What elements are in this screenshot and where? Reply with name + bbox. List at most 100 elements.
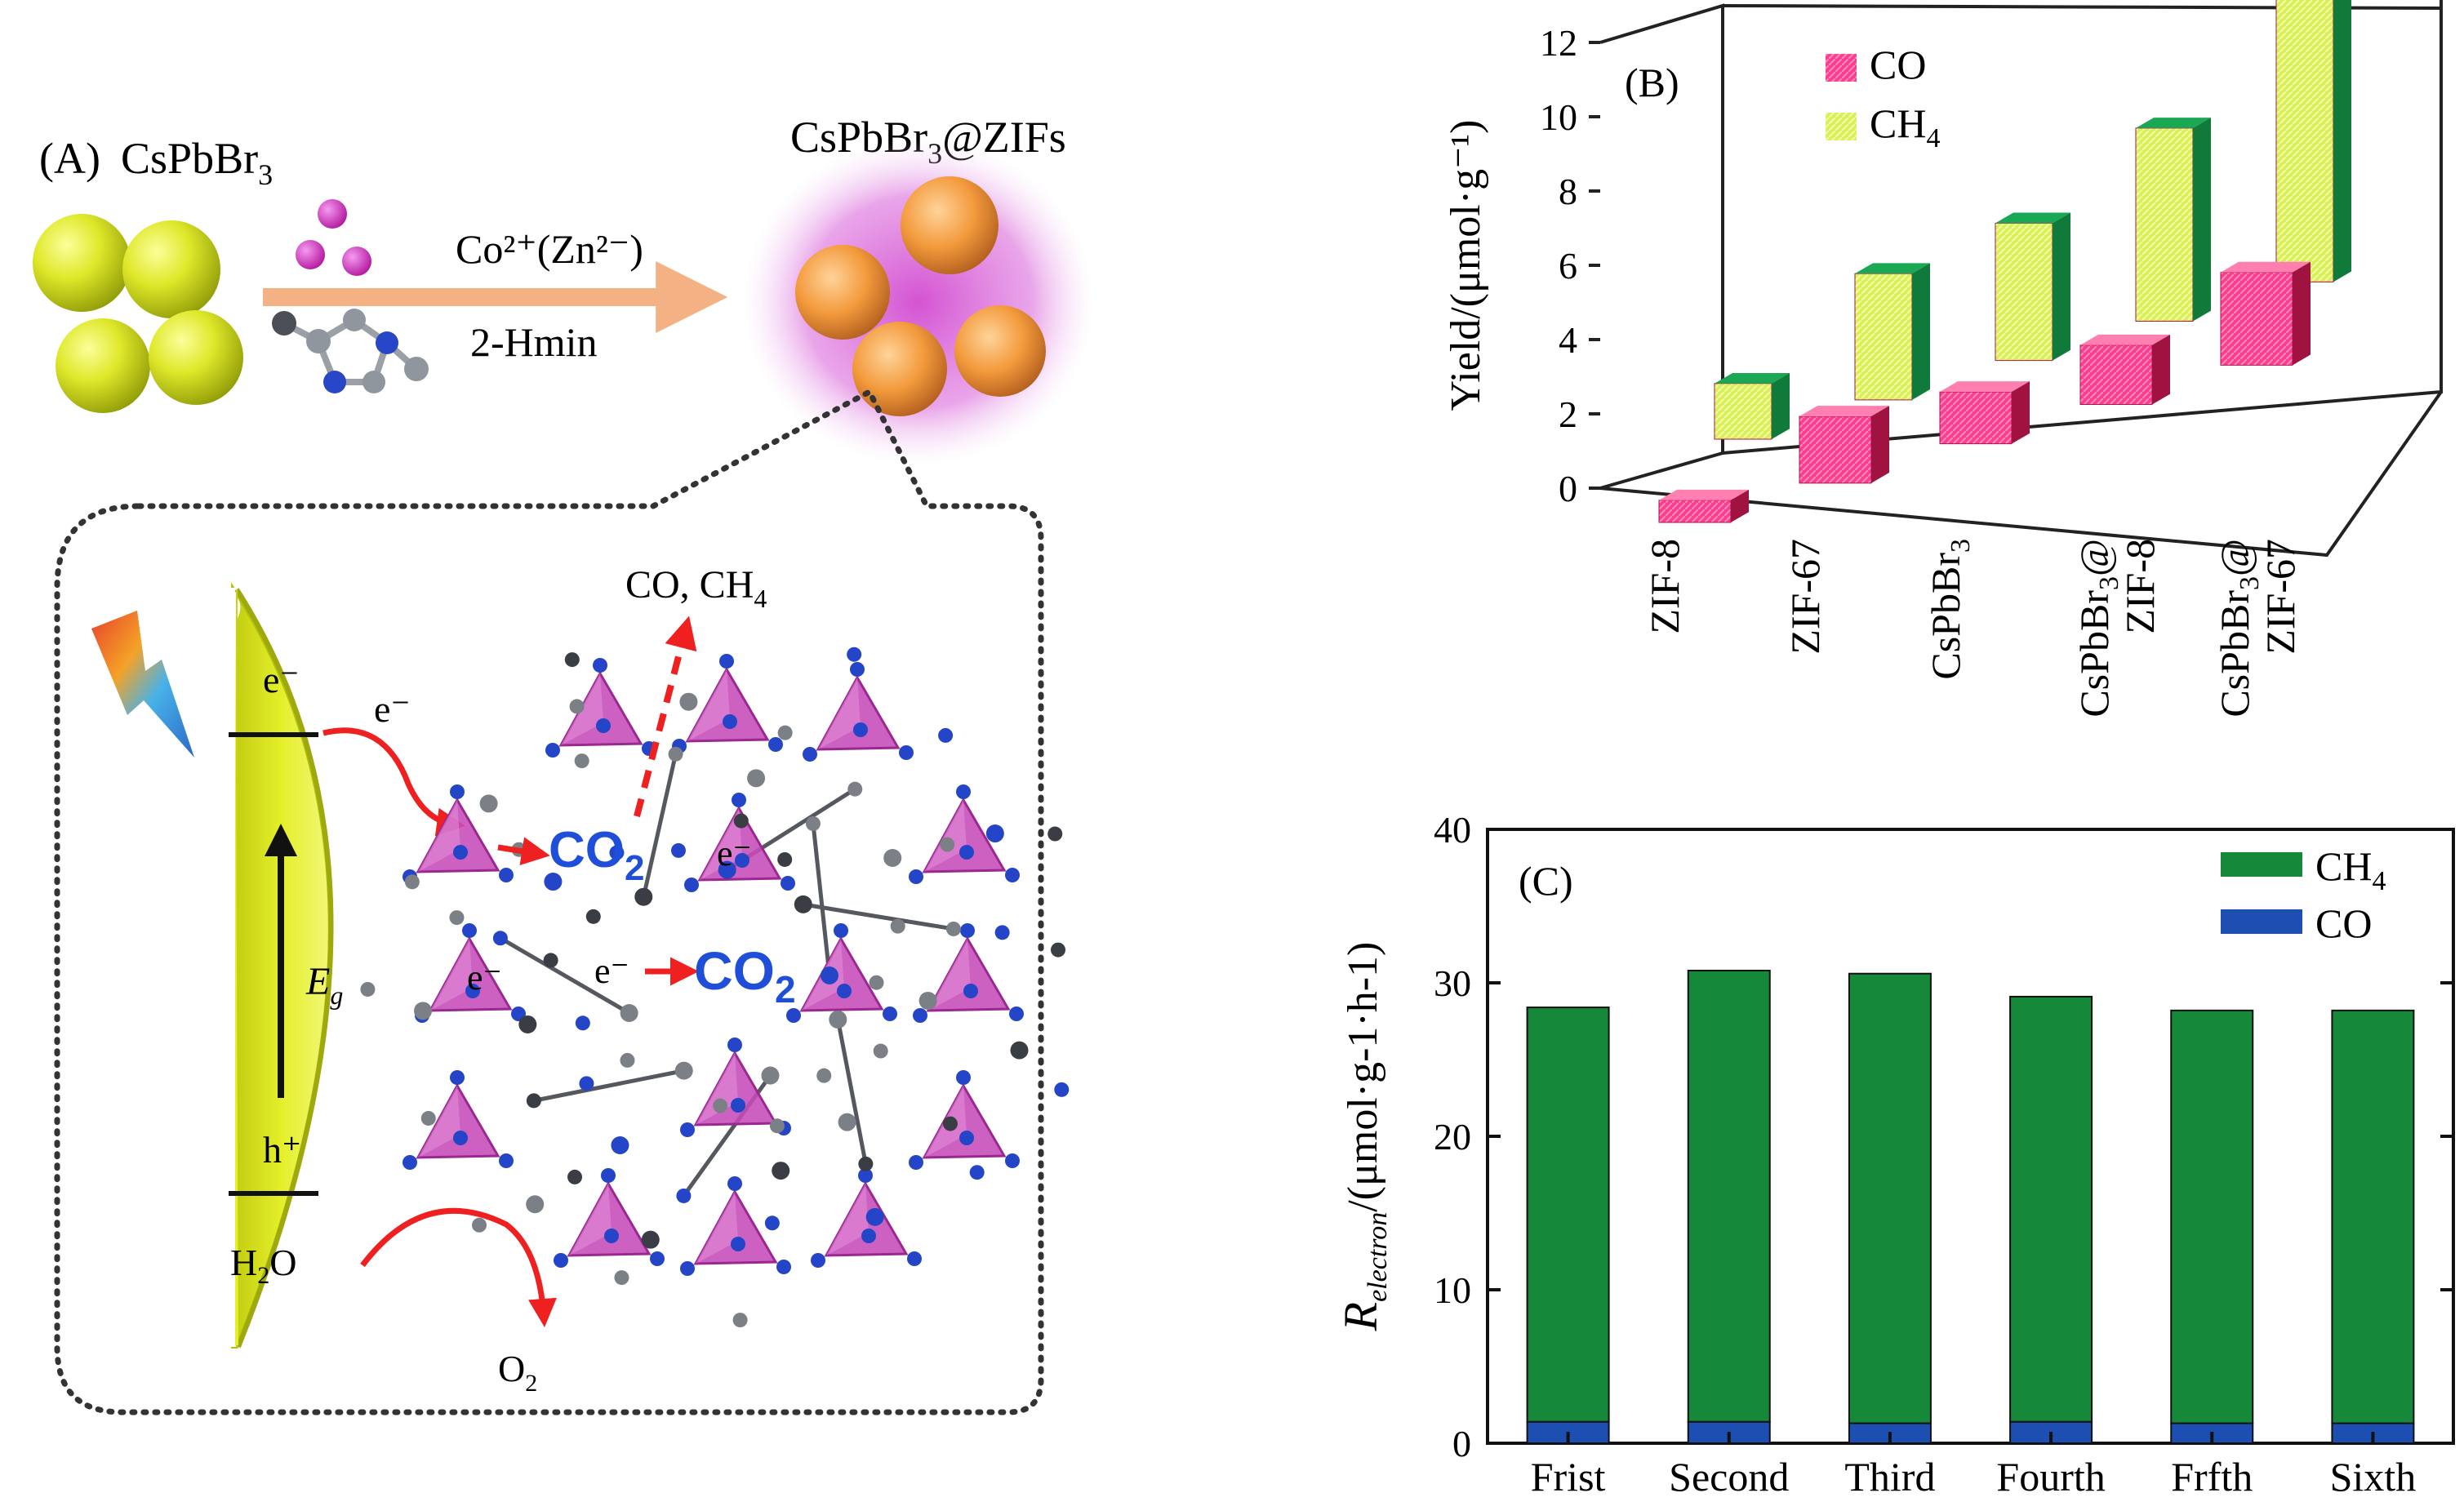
chart-b-bar-ch4-side [1912,263,1930,400]
nitrogen-atom [601,1168,616,1183]
framework-atom [1054,1082,1070,1097]
framework-electron-upper: e⁻ [717,833,752,873]
chart-b-ytick-label: 0 [1559,468,1577,509]
chart-b-bar-co-top [1799,406,1889,416]
framework-atom [518,1015,537,1033]
nitrogen-atom [727,1038,742,1052]
chart-c-bar-ch4 [1526,1007,1610,1423]
zoom-callout-box [54,388,1044,1415]
framework-atom [821,967,838,984]
nitrogen-atom [781,876,795,891]
framework-atom [869,975,884,990]
framework-atom [420,1110,436,1126]
chart-b: 0 2 4 6 8 10 12 Yield/(μmol·g⁻¹) (B) CO CH4 ZIF-8 ZI… [1443,0,2443,718]
framework-atom [526,1195,545,1214]
nitrogen-atom [811,1253,825,1268]
nitrogen-atom [554,1253,568,1268]
chart-c-legend-label: CO [2315,900,2372,946]
chart-b-ytick-label: 12 [1540,22,1577,64]
framework-atom [847,781,863,797]
nitrogen-atom [1009,1007,1024,1021]
framework-atom [942,1116,958,1131]
framework-atom [575,1015,590,1031]
framework-atom [1051,942,1066,958]
framework-atom [918,991,937,1010]
framework-atom [769,1118,785,1134]
framework-bond [499,936,630,1015]
metal-tetrahedron-face [569,1184,612,1255]
nitrogen-atom [650,1251,665,1266]
metal-ions-icon [296,199,371,276]
svg-text:CO2: CO2 [549,822,644,888]
product-release-arrow [634,615,697,818]
chart-b-bar-co [1799,415,1872,484]
framework-atom [676,1188,692,1203]
chart-b-bar-ch4 [1854,273,1913,401]
framework-atom [404,874,420,890]
precursor-label: CsPbBr3 [121,134,273,191]
framework-atom [360,981,376,997]
panel-a-label: (A) [39,134,100,183]
nitrogen-atom [593,658,607,673]
nitrogen-atom [850,662,865,677]
chart-b-legend-swatch [1826,113,1857,140]
metal-tetrahedron-face [826,1184,869,1255]
water-label: H2O [230,1242,296,1289]
framework-atom [641,1230,660,1249]
products-label: CO, CH4 [625,563,767,613]
nitrogen-atom [861,1229,876,1243]
chart-b-legend-label: CO [1870,42,1926,87]
chart-c-ytick-label: 30 [1434,962,1471,1004]
co2-molecule-lower: CO2 [645,940,796,1011]
framework-atom [847,647,862,662]
nitrogen-atom [899,745,914,760]
chart-c-bar-ch4 [1687,969,1771,1423]
nitrogen-atom [883,1007,897,1021]
nitrogen-atom [837,984,852,998]
oxygen-label: O2 [498,1348,537,1397]
nitrogen-atom [545,743,560,758]
nitrogen-atom [680,1261,695,1276]
nitrogen-atom [450,784,465,799]
chart-b-side-wall [1599,3,1724,490]
metal-tetrahedron-face [928,939,971,1011]
imidazole-linker-icon [272,309,429,393]
chart-b-category-label: CsPbBr3 [1923,539,1976,680]
framework-bond [835,1019,868,1165]
framework-bond [533,1069,685,1103]
chart-b-legend-swatch [1826,54,1857,82]
framework-atom [1047,826,1063,842]
nitrogen-atom [735,853,749,868]
chart-c-ylabel: Relectron/(μmol·g-1·h-1) [1334,942,1393,1332]
framework-atom [449,910,465,926]
chart-c-panel-label: (C) [1519,858,1573,904]
chart-c-xtick-label: Frist [1531,1454,1606,1500]
nitrogen-atom [853,722,868,737]
nitrogen-atom [732,793,746,807]
framework-atom [526,1093,541,1109]
co2-molecule-upper: CO2 [497,822,644,888]
framework-atom [611,1136,629,1155]
chart-b-ytick-label: 8 [1559,171,1577,212]
framework-atom [829,1010,847,1029]
metal-tetrahedron-face [687,669,730,741]
nitrogen-atom [907,1251,922,1266]
framework-atom [544,873,563,891]
chart-c-xtick-label: Third [1844,1454,1935,1500]
chart-c-ytick-label: 40 [1434,809,1471,851]
chart-b-bar-co-top [2221,261,2311,273]
chart-b-bar-ch4-top [2136,118,2211,128]
chart-b-bar-co-side [2293,261,2311,366]
chart-b-category-label: CsPbBr3@ [2071,539,2124,718]
chart-c-legend-label: CH4 [2315,843,2386,896]
chart-b-ylabel: Yield/(μmol·g⁻¹) [1443,120,1489,411]
chart-c-plot-frame [1486,828,2455,1445]
nitrogen-atom [803,747,817,762]
chart-c-ytick-label: 0 [1452,1423,1471,1464]
framework-atom [620,1003,638,1022]
framework-atom [873,1043,888,1059]
chart-c-legend-swatch [2221,909,2302,934]
metal-tetrahedron-face [924,800,967,872]
nitrogen-atom [499,1153,514,1168]
cspbbr3-zifs-particles [743,139,1094,465]
